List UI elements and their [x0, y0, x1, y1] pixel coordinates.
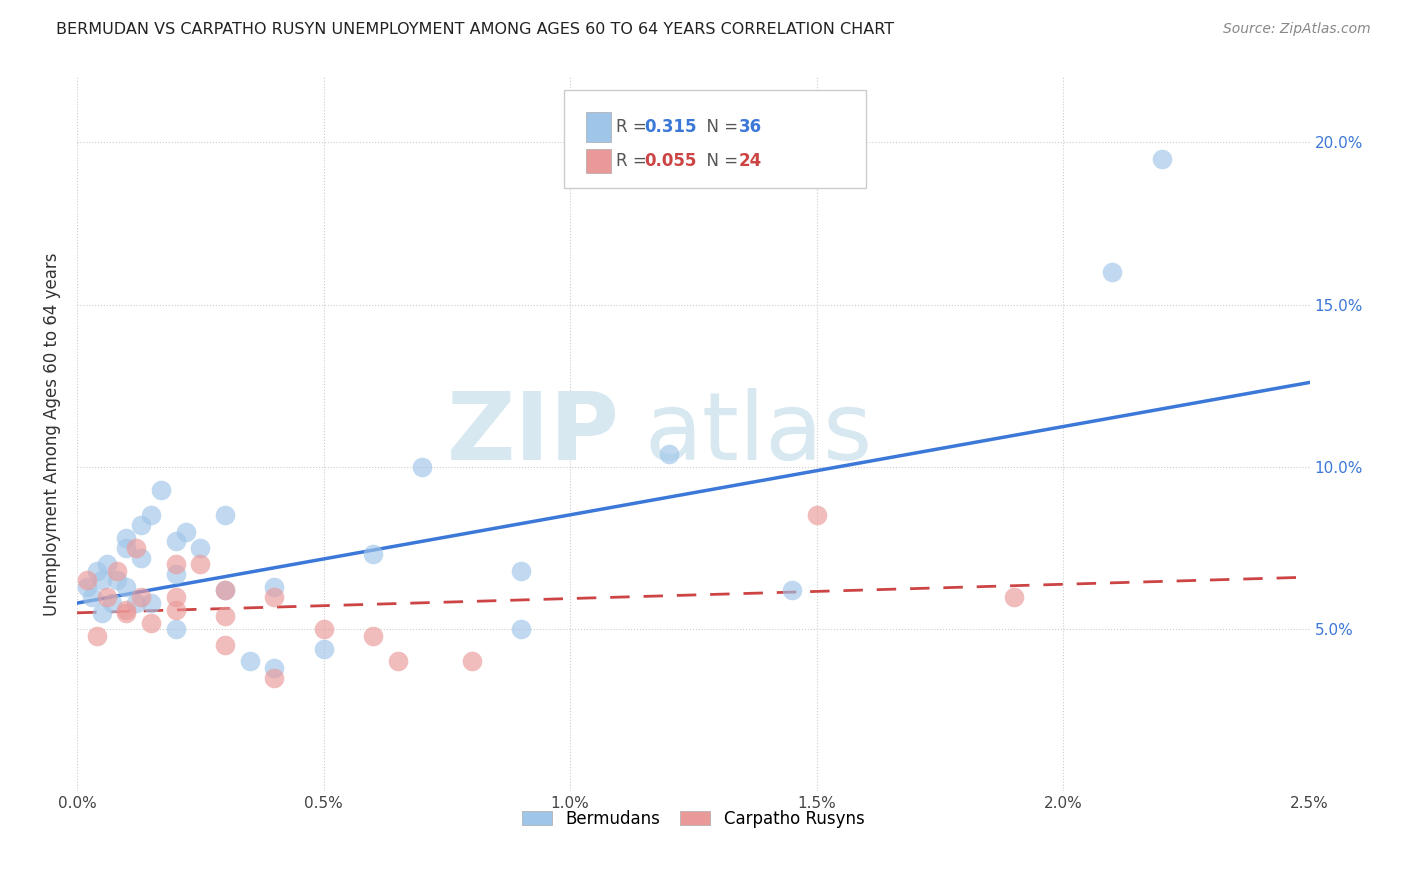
Point [312, 622, 335, 636]
Text: 0.315: 0.315 [644, 118, 696, 136]
Point [129, 550, 152, 565]
Point [312, 641, 335, 656]
Point [165, 602, 187, 616]
Point [214, 583, 236, 598]
Text: Source: ZipAtlas.com: Source: ZipAtlas.com [1223, 22, 1371, 37]
Text: BERMUDAN VS CARPATHO RUSYN UNEMPLOYMENT AMONG AGES 60 TO 64 YEARS CORRELATION CH: BERMUDAN VS CARPATHO RUSYN UNEMPLOYMENT … [56, 22, 894, 37]
Point [165, 622, 187, 636]
FancyBboxPatch shape [586, 149, 610, 173]
Point [115, 541, 138, 555]
Text: R =: R = [616, 118, 652, 136]
Point [1101, 265, 1123, 279]
FancyBboxPatch shape [586, 112, 610, 142]
Point [387, 655, 409, 669]
Point [361, 548, 384, 562]
Point [86, 628, 108, 642]
Point [188, 541, 211, 555]
Text: N =: N = [696, 118, 744, 136]
Point [115, 531, 138, 545]
Point [165, 590, 187, 604]
Point [460, 655, 482, 669]
Point [165, 566, 187, 581]
Point [174, 524, 197, 539]
Point [105, 564, 128, 578]
Point [105, 574, 128, 588]
Point [165, 557, 187, 571]
Point [115, 606, 138, 620]
Point [214, 638, 236, 652]
Point [139, 508, 162, 523]
Point [139, 615, 162, 630]
Point [100, 596, 122, 610]
Point [1150, 152, 1173, 166]
Point [90, 574, 112, 588]
Point [139, 596, 162, 610]
Text: 36: 36 [740, 118, 762, 136]
Point [214, 508, 236, 523]
Point [80, 590, 103, 604]
Point [125, 541, 148, 555]
Point [129, 518, 152, 533]
Point [263, 590, 285, 604]
Point [90, 606, 112, 620]
Point [165, 534, 187, 549]
Point [239, 655, 262, 669]
Point [806, 508, 828, 523]
Text: 0.055: 0.055 [644, 152, 696, 170]
Point [125, 596, 148, 610]
Point [96, 590, 118, 604]
Point [658, 447, 681, 461]
Point [214, 583, 236, 598]
Point [76, 580, 98, 594]
Point [188, 557, 211, 571]
Point [780, 583, 803, 598]
Point [509, 564, 531, 578]
Text: R =: R = [616, 152, 652, 170]
Point [149, 483, 172, 497]
Point [361, 628, 384, 642]
Point [96, 557, 118, 571]
Text: 24: 24 [740, 152, 762, 170]
Point [115, 602, 138, 616]
FancyBboxPatch shape [564, 89, 866, 188]
Point [76, 574, 98, 588]
Point [411, 459, 433, 474]
Point [129, 590, 152, 604]
Point [263, 671, 285, 685]
Point [1002, 590, 1025, 604]
Text: atlas: atlas [644, 388, 872, 481]
Point [509, 622, 531, 636]
Text: ZIP: ZIP [447, 388, 620, 481]
Text: N =: N = [696, 152, 744, 170]
Y-axis label: Unemployment Among Ages 60 to 64 years: Unemployment Among Ages 60 to 64 years [44, 252, 60, 616]
Legend: Bermudans, Carpatho Rusyns: Bermudans, Carpatho Rusyns [516, 803, 872, 834]
Point [263, 580, 285, 594]
Point [86, 564, 108, 578]
Point [214, 609, 236, 624]
Point [115, 580, 138, 594]
Point [263, 661, 285, 675]
